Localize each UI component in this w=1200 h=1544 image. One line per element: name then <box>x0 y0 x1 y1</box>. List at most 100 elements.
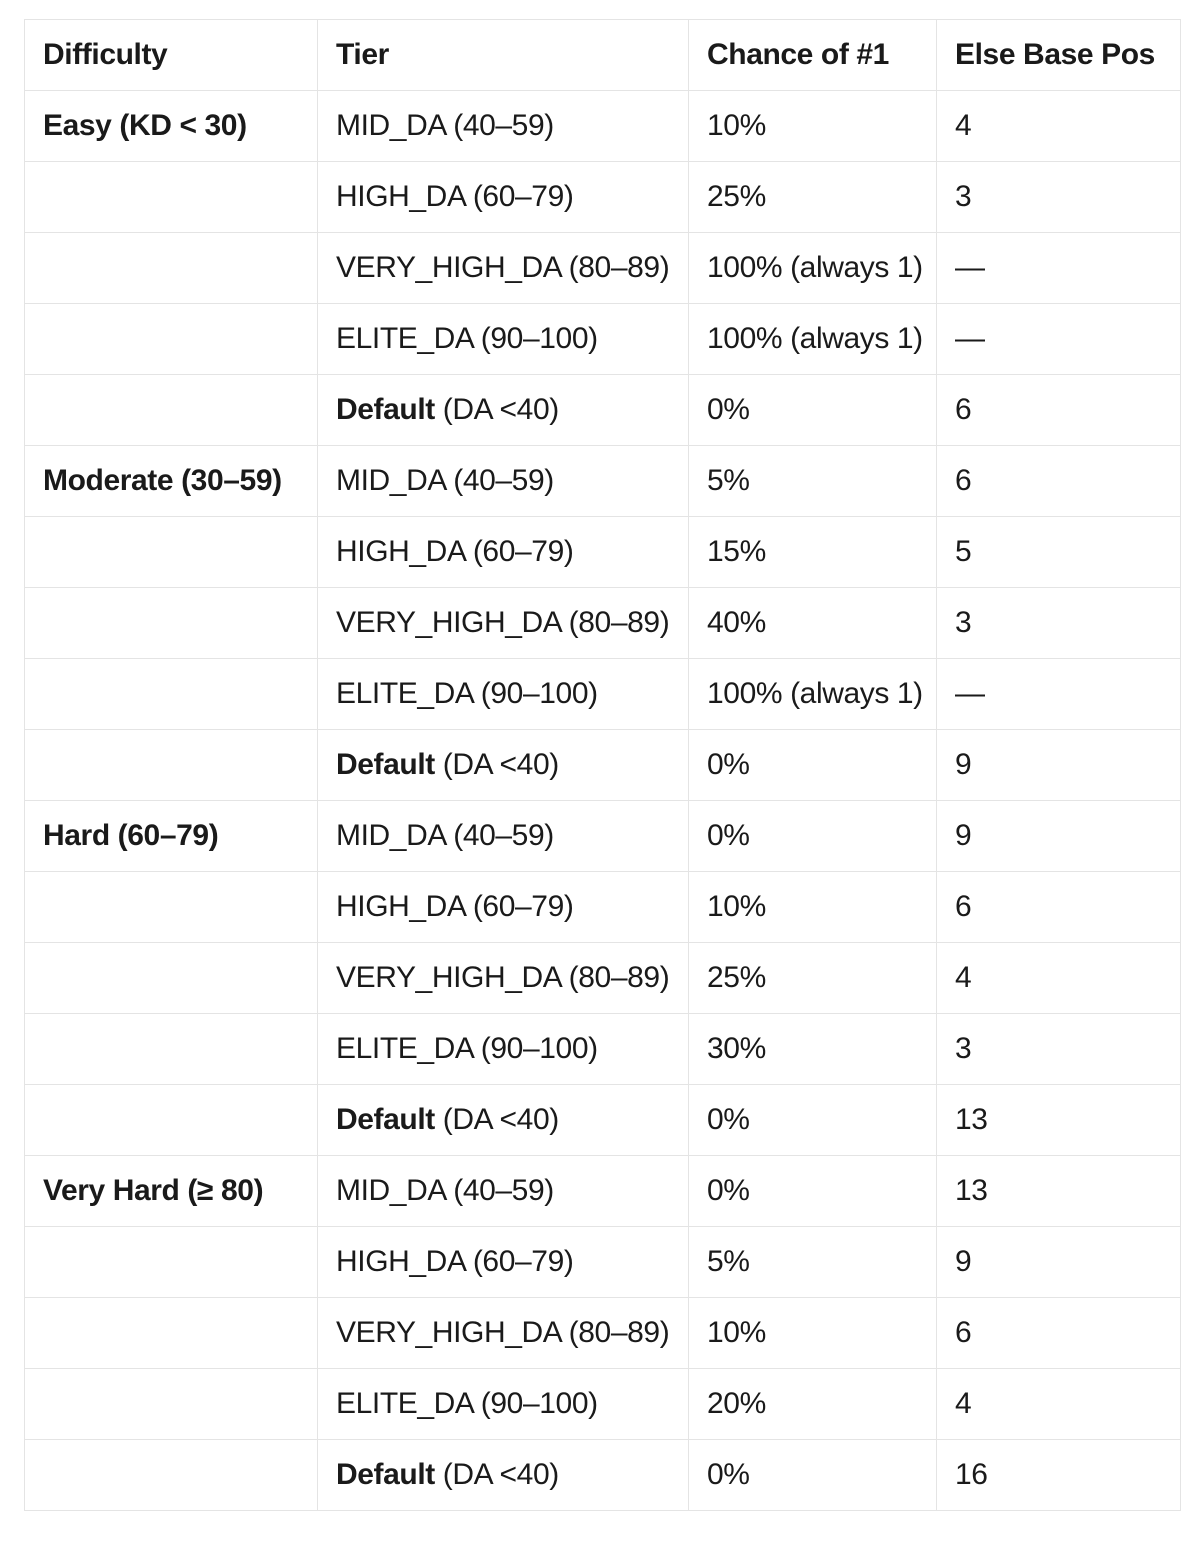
else-base-pos-cell: 9 <box>936 800 1181 872</box>
else-base-pos-cell: 6 <box>936 445 1181 517</box>
difficulty-cell <box>24 729 318 801</box>
header-row: Difficulty Tier Chance of #1 Else Base P… <box>24 19 1181 91</box>
chance-of-1-value: 0% <box>707 1103 750 1136</box>
chance-of-1-value: 5% <box>707 1245 750 1278</box>
table-row: Hard (60–79) MID_DA (40–59) 0% 9 <box>24 800 1181 872</box>
tier-cell: HIGH_DA (60–79) <box>317 1226 689 1298</box>
else-base-pos-value: 6 <box>955 393 972 426</box>
tier-cell: HIGH_DA (60–79) <box>317 516 689 588</box>
else-base-pos-value: — <box>955 322 985 355</box>
chance-of-1-cell: 0% <box>688 800 937 872</box>
tier-label: VERY_HIGH_DA (80–89) <box>336 251 670 284</box>
chance-of-1-cell: 20% <box>688 1368 937 1440</box>
table-row: HIGH_DA (60–79) 25% 3 <box>24 161 1181 233</box>
chance-of-1-value: 100% (always 1) <box>707 677 923 710</box>
difficulty-cell <box>24 658 318 730</box>
else-base-pos-value: 9 <box>955 1245 972 1278</box>
else-base-pos-value: 16 <box>955 1458 988 1491</box>
tier-chance-table: Difficulty Tier Chance of #1 Else Base P… <box>24 19 1181 1511</box>
chance-of-1-cell: 5% <box>688 1226 937 1298</box>
difficulty-cell: Easy (KD < 30) <box>24 90 318 162</box>
tier-cell: Default (DA <40) <box>317 1439 689 1511</box>
tier-default-label: Default <box>336 393 435 426</box>
tier-label: (DA <40) <box>434 748 559 781</box>
difficulty-cell <box>24 303 318 375</box>
tier-label: (DA <40) <box>434 1103 559 1136</box>
else-base-pos-cell: 4 <box>936 942 1181 1014</box>
tier-default-label: Default <box>336 1103 435 1136</box>
chance-of-1-value: 0% <box>707 1174 750 1207</box>
chance-of-1-cell: 100% (always 1) <box>688 232 937 304</box>
difficulty-label: Very Hard (≥ 80) <box>43 1174 264 1207</box>
table-row: Very Hard (≥ 80) MID_DA (40–59) 0% 13 <box>24 1155 1181 1227</box>
chance-of-1-cell: 30% <box>688 1013 937 1085</box>
tier-label: (DA <40) <box>434 393 559 426</box>
else-base-pos-cell: 13 <box>936 1155 1181 1227</box>
chance-of-1-value: 0% <box>707 393 750 426</box>
chance-of-1-value: 10% <box>707 890 766 923</box>
tier-label: ELITE_DA (90–100) <box>336 1032 598 1065</box>
else-base-pos-value: 4 <box>955 109 972 142</box>
else-base-pos-value: 9 <box>955 748 972 781</box>
difficulty-cell <box>24 1439 318 1511</box>
chance-of-1-value: 10% <box>707 1316 766 1349</box>
column-header-else-base-pos: Else Base Pos <box>936 19 1181 91</box>
chance-of-1-value: 0% <box>707 748 750 781</box>
else-base-pos-value: 4 <box>955 961 972 994</box>
chance-of-1-value: 25% <box>707 180 766 213</box>
else-base-pos-cell: — <box>936 303 1181 375</box>
chance-of-1-value: 0% <box>707 819 750 852</box>
table-body: Easy (KD < 30) MID_DA (40–59) 10% 4 HIGH… <box>24 90 1181 1511</box>
difficulty-cell <box>24 1084 318 1156</box>
chance-of-1-cell: 25% <box>688 942 937 1014</box>
difficulty-label: Hard (60–79) <box>43 819 219 852</box>
else-base-pos-cell: 4 <box>936 1368 1181 1440</box>
tier-cell: Default (DA <40) <box>317 374 689 446</box>
else-base-pos-cell: 16 <box>936 1439 1181 1511</box>
chance-of-1-value: 0% <box>707 1458 750 1491</box>
tier-label: MID_DA (40–59) <box>336 464 554 497</box>
chance-of-1-value: 15% <box>707 535 766 568</box>
chance-of-1-cell: 0% <box>688 729 937 801</box>
tier-default-label: Default <box>336 748 435 781</box>
difficulty-cell <box>24 516 318 588</box>
tier-cell: MID_DA (40–59) <box>317 445 689 517</box>
column-header-difficulty: Difficulty <box>24 19 318 91</box>
tier-label: HIGH_DA (60–79) <box>336 535 574 568</box>
table-header: Difficulty Tier Chance of #1 Else Base P… <box>24 19 1181 91</box>
else-base-pos-value: 3 <box>955 606 972 639</box>
tier-cell: MID_DA (40–59) <box>317 90 689 162</box>
chance-of-1-cell: 0% <box>688 1439 937 1511</box>
tier-label: ELITE_DA (90–100) <box>336 677 598 710</box>
else-base-pos-cell: 3 <box>936 587 1181 659</box>
chance-of-1-cell: 10% <box>688 1297 937 1369</box>
table-row: HIGH_DA (60–79) 10% 6 <box>24 871 1181 943</box>
chance-of-1-cell: 40% <box>688 587 937 659</box>
chance-of-1-value: 25% <box>707 961 766 994</box>
column-header-tier: Tier <box>317 19 689 91</box>
difficulty-cell <box>24 1013 318 1085</box>
else-base-pos-cell: 13 <box>936 1084 1181 1156</box>
table-row: ELITE_DA (90–100) 20% 4 <box>24 1368 1181 1440</box>
tier-cell: HIGH_DA (60–79) <box>317 161 689 233</box>
tier-cell: ELITE_DA (90–100) <box>317 1013 689 1085</box>
chance-of-1-cell: 100% (always 1) <box>688 658 937 730</box>
tier-cell: MID_DA (40–59) <box>317 1155 689 1227</box>
chance-of-1-cell: 15% <box>688 516 937 588</box>
difficulty-cell <box>24 942 318 1014</box>
tier-cell: ELITE_DA (90–100) <box>317 658 689 730</box>
table-row: VERY_HIGH_DA (80–89) 10% 6 <box>24 1297 1181 1369</box>
column-header-chance-of-1: Chance of #1 <box>688 19 937 91</box>
chance-of-1-value: 100% (always 1) <box>707 322 923 355</box>
chance-of-1-cell: 10% <box>688 871 937 943</box>
else-base-pos-cell: — <box>936 658 1181 730</box>
difficulty-cell <box>24 1297 318 1369</box>
chance-of-1-cell: 0% <box>688 1084 937 1156</box>
tier-cell: VERY_HIGH_DA (80–89) <box>317 1297 689 1369</box>
else-base-pos-cell: 3 <box>936 161 1181 233</box>
chance-of-1-value: 100% (always 1) <box>707 251 923 284</box>
else-base-pos-value: 13 <box>955 1174 988 1207</box>
tier-default-label: Default <box>336 1458 435 1491</box>
chance-of-1-cell: 25% <box>688 161 937 233</box>
table-row: HIGH_DA (60–79) 5% 9 <box>24 1226 1181 1298</box>
